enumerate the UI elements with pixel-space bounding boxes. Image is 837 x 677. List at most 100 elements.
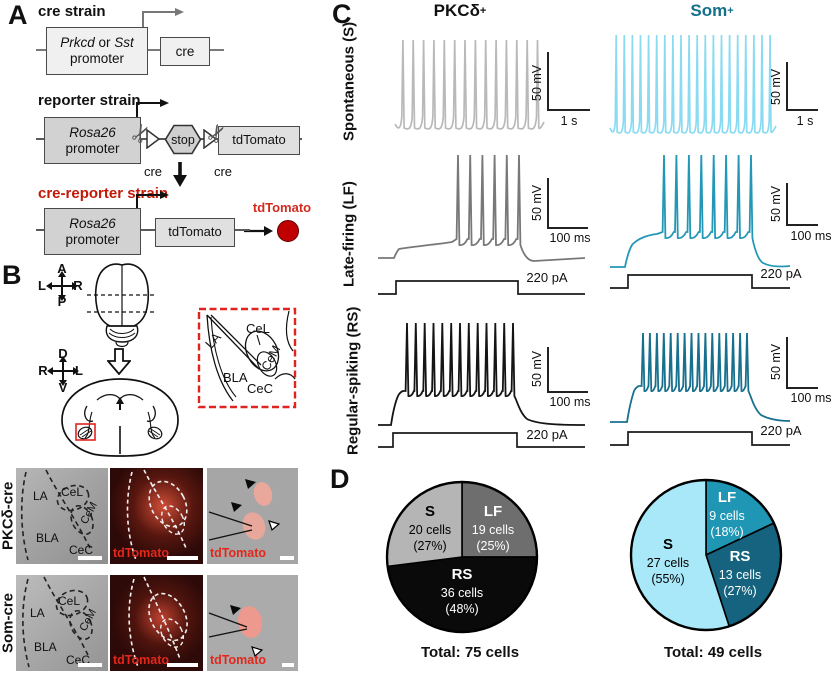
- current-label: 220 pA: [526, 270, 568, 285]
- scale-label-mv: 50 mV: [769, 68, 783, 106]
- pie-slice-label-lf: LF 9 cells (18%): [709, 489, 745, 539]
- compass-axes-icon: [47, 356, 79, 386]
- gene-names: Prkcd or Sst: [60, 35, 134, 51]
- axis-left: L: [75, 363, 83, 378]
- compass-axes-icon: [46, 271, 78, 301]
- voltage-trace-pkc-regular-spiking: [378, 322, 586, 426]
- right-arrow-icon: [244, 226, 273, 236]
- micrograph-overlay: tdTomato: [207, 468, 298, 564]
- micrograph-fluorescence: tdTomato: [110, 575, 203, 671]
- voltage-trace-som-late-firing: [610, 154, 791, 268]
- voltage-trace-pkc-late-firing: [378, 154, 586, 262]
- transcription-arrow-icon: [136, 191, 169, 211]
- row-label-spontaneous: Spontaneous (S): [340, 21, 358, 141]
- pie-total-som: Total: 49 cells: [663, 644, 763, 661]
- loxp-triangle-icon: [146, 129, 161, 149]
- scale-bar: [78, 663, 102, 667]
- region-label-cel: CeL: [61, 485, 84, 499]
- tdtomato-box: tdTomato: [218, 126, 300, 155]
- scale-label-time: 100 ms: [790, 229, 832, 243]
- scale-label-time: 100 ms: [790, 391, 832, 405]
- pie-chart-pkcd: [385, 480, 539, 634]
- stop-cassette: [164, 124, 202, 155]
- promoter-text: promoter: [69, 51, 125, 66]
- cre-box: cre: [160, 37, 210, 66]
- transcription-arrow-icon: [142, 8, 184, 30]
- pie-chart-som: [629, 478, 783, 632]
- region-label-la: LA: [30, 606, 45, 620]
- cre-strain-title: cre strain: [38, 3, 106, 20]
- axis-anterior: A: [57, 261, 67, 276]
- region-label-la: LA: [33, 489, 48, 503]
- row-label-regular-spiking: Regular-spiking (RS): [344, 306, 362, 456]
- panel-c-label: C: [332, 0, 352, 29]
- scale-label-time: 1 s: [560, 114, 578, 128]
- axis-left: L: [38, 278, 46, 293]
- axis-dorsal: D: [58, 346, 68, 361]
- voltage-trace-som-spontaneous: [609, 34, 777, 134]
- tdtomato-label: tdTomato: [252, 200, 312, 215]
- region-outlines: [20, 469, 94, 561]
- micrograph-overlay: tdTomato: [207, 575, 298, 671]
- scale-label-time: 100 ms: [549, 231, 591, 245]
- current-label: 220 pA: [760, 423, 802, 438]
- region-label-cec: CeC: [247, 381, 274, 396]
- region-label-bla: BLA: [223, 370, 248, 385]
- rosa26-promoter-box: Rosa26 promoter: [44, 117, 141, 164]
- scale-bar: [282, 663, 294, 667]
- transcription-arrow-icon: [136, 99, 169, 119]
- scale-bar: [786, 62, 818, 111]
- cre-reporter-strain-title: cre-reporter strain: [38, 185, 169, 202]
- cre-label: cre: [143, 164, 163, 179]
- reporter-strain-title: reporter strain: [38, 92, 141, 109]
- stop-text: stop: [171, 132, 195, 147]
- column-header-som: Som +: [690, 1, 734, 20]
- tdtomato-label: tdTomato: [210, 546, 267, 560]
- scale-bar: [167, 663, 198, 667]
- down-arrow-icon: [173, 162, 187, 187]
- scale-label-mv: 50 mV: [769, 185, 783, 223]
- scale-label-mv: 50 mV: [530, 64, 544, 102]
- row-label-late-firing: Late-firing (LF): [340, 181, 358, 287]
- scale-bar: [547, 178, 588, 229]
- axis-ventral: V: [58, 380, 68, 395]
- strain-label-pkcd-cre: PKCδ-cre: [0, 481, 17, 551]
- region-label-cel: CeL: [58, 594, 81, 608]
- axis-right: R: [38, 363, 48, 378]
- region-outlines: [128, 576, 188, 668]
- pie-slice-label-s: S 27 cells (55%): [646, 536, 690, 586]
- micrograph-brightfield: LA CeL CeM BLA CeC: [16, 575, 108, 671]
- scale-bar: [280, 556, 294, 560]
- voltage-trace-som-regular-spiking: [610, 332, 791, 423]
- pie-slice-label-lf: LF 19 cells (25%): [471, 503, 515, 553]
- pie-slice-label-rs: RS 36 cells (48%): [440, 566, 484, 616]
- panel-b-label: B: [2, 260, 22, 290]
- tdtomato-label: tdTomato: [113, 653, 170, 667]
- scale-bar: [167, 556, 198, 560]
- scale-bar: [786, 337, 818, 389]
- column-header-pkcd: PKCδ +: [433, 1, 487, 20]
- scale-bar: [78, 556, 102, 560]
- axis-right: R: [73, 278, 83, 293]
- promoter-box: Prkcd or Sst promoter: [46, 27, 148, 75]
- region-outlines: [126, 469, 188, 561]
- rosa26-promoter-box: Rosa26 promoter: [44, 208, 141, 255]
- inset-source-box: [75, 423, 96, 441]
- region-label-cel: CeL: [246, 321, 270, 336]
- scale-label-mv: 50 mV: [769, 343, 783, 381]
- pie-slice-label-s: S 20 cells (27%): [408, 503, 452, 553]
- cell-marks: [208, 479, 281, 541]
- pie-slice-label-rs: RS 13 cells (27%): [718, 548, 762, 598]
- amygdala-inset-diagram: [197, 307, 297, 409]
- current-label: 220 pA: [526, 427, 568, 442]
- micrograph-fluorescence: tdTomato: [110, 468, 203, 564]
- panel-a-label: A: [8, 0, 28, 30]
- scale-label-mv: 50 mV: [530, 184, 544, 222]
- scale-label-time: 1 s: [796, 114, 814, 128]
- pie-total-pkcd: Total: 75 cells: [420, 644, 520, 661]
- region-outlines: [22, 576, 93, 668]
- brain-coronal-diagram: [61, 378, 179, 457]
- voltage-trace-pkc-spontaneous: [394, 39, 545, 130]
- tdtomato-label: tdTomato: [113, 546, 170, 560]
- scale-bar: [786, 183, 818, 226]
